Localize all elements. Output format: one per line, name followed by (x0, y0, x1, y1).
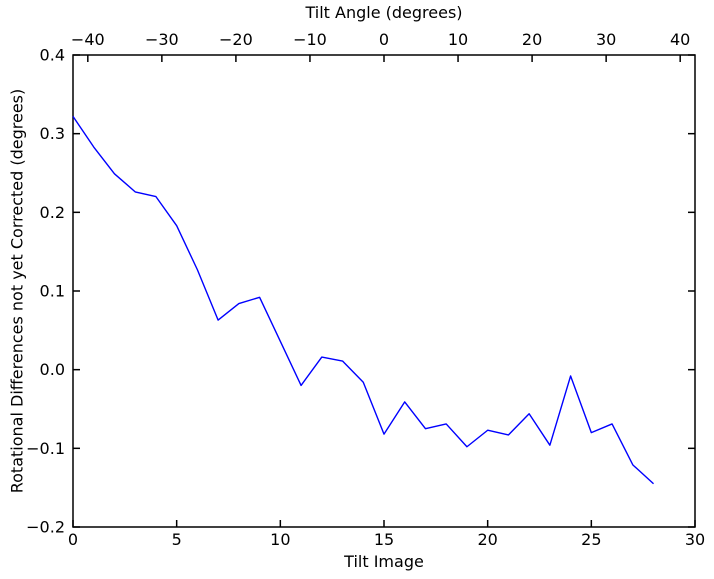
top-tick-label: −40 (71, 30, 105, 49)
y-tick-label: 0.3 (40, 124, 65, 143)
top-tick-label: 30 (596, 30, 616, 49)
y-tick-label: 0.0 (40, 360, 65, 379)
y-tick-label: 0.2 (40, 203, 65, 222)
y-tick-label: 0.1 (40, 282, 65, 301)
top-tick-label: 40 (670, 30, 690, 49)
top-axis-title: Tilt Angle (degrees) (305, 3, 463, 22)
x-tick-label: 0 (68, 530, 78, 549)
y-tick-label: 0.4 (40, 46, 65, 65)
y-tick-label: −0.2 (26, 518, 65, 537)
left-axis-title: Rotational Differences not yet Corrected… (7, 88, 27, 494)
top-tick-label: −20 (219, 30, 253, 49)
data-line-rotational-difference (72, 115, 655, 485)
x-tick-label: 20 (477, 530, 497, 549)
plot-border (72, 54, 696, 528)
top-tick-label: −30 (145, 30, 179, 49)
x-tick-label: 5 (172, 530, 182, 549)
top-tick-label: 10 (448, 30, 468, 49)
x-tick-label: 10 (270, 530, 290, 549)
top-tick-label: 0 (379, 30, 389, 49)
x-tick-label: 30 (685, 530, 705, 549)
y-tick-label: −0.1 (26, 439, 65, 458)
bottom-axis-title: Tilt Image (344, 552, 424, 571)
x-tick-label: 25 (581, 530, 601, 549)
top-tick-label: 20 (522, 30, 542, 49)
x-tick-label: 15 (374, 530, 394, 549)
top-tick-label: −10 (293, 30, 327, 49)
